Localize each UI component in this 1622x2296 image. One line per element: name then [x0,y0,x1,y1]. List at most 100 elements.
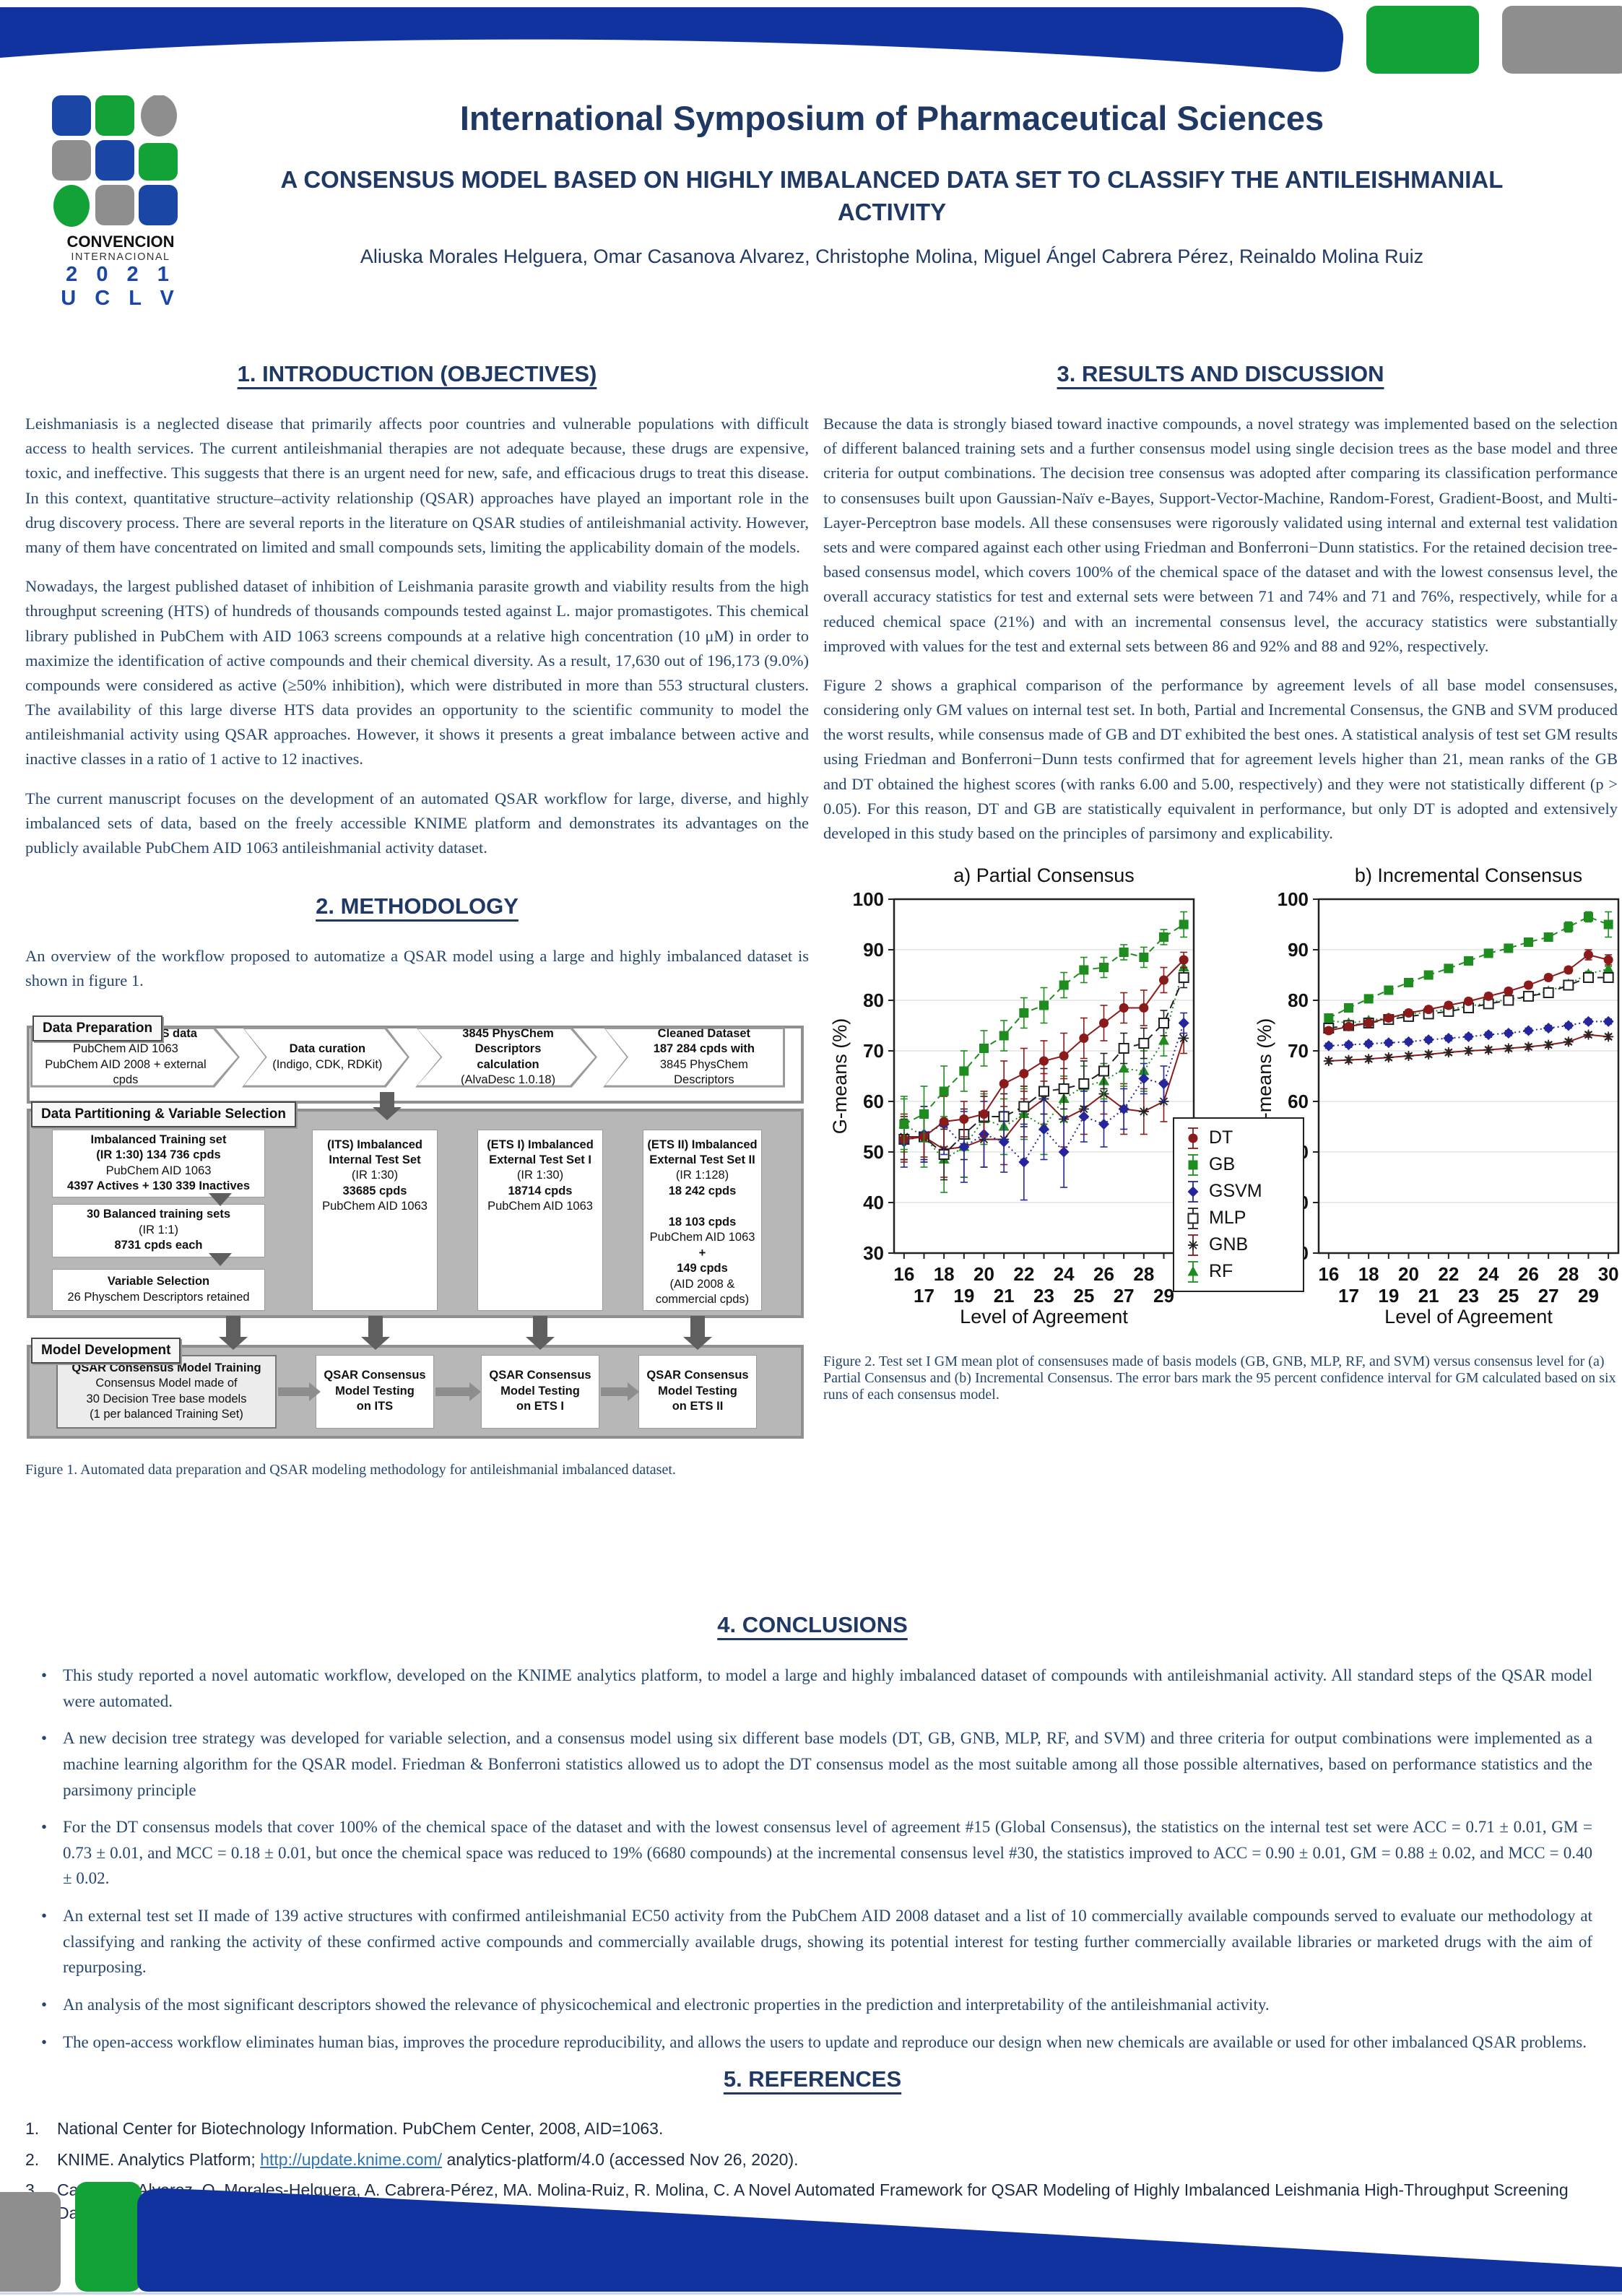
svg-text:17: 17 [1338,1285,1359,1307]
logo-text-2021: 2 0 2 1 [66,263,175,286]
flow-text-line: (Indigo, CDK, RDKit) [272,1057,383,1071]
flow-box: (ETS I) Imbalanced External Test Set I (IR… [477,1129,603,1311]
flow-text-line: 149 cpds [677,1262,728,1275]
conclusion-bullet: A new decision tree strategy was develop… [35,1725,1592,1803]
flow-text-line: QSAR Consensus Model Training [71,1361,261,1374]
knime-update-link[interactable]: http://update.knime.com/ [260,2149,443,2169]
symposium-title: International Symposium of Pharmaceutica… [459,99,1324,137]
paragraph: Figure 2 shows a graphical comparison of… [823,675,1618,842]
flow-text-line: PubChem AID 1063 [487,1200,593,1213]
flow-text-line: 8731 cpds each [114,1239,203,1252]
legend-entry-gb: GB [1181,1151,1296,1178]
legend-marker-icon [1188,1127,1198,1149]
methodology-intro: An overview of the workflow proposed to … [25,947,809,990]
svg-text:80: 80 [1288,989,1309,1011]
legend-marker-icon [1187,1260,1199,1283]
conclusion-bullet: An external test set II made of 139 acti… [35,1903,1592,1980]
flow-text-line: (IR 1:30) [351,1169,399,1182]
svg-text:40: 40 [863,1192,884,1213]
flow-text-line: Descriptors calculation [474,1042,542,1071]
paragraph: The current manuscript focuses on the de… [25,789,809,857]
legend-entry-gsvm: GSVM [1181,1178,1296,1205]
svg-text:24: 24 [1478,1263,1499,1285]
svg-text:25: 25 [1073,1285,1094,1307]
svg-text:28: 28 [1558,1263,1579,1285]
figure1-caption: Figure 1. Automated data preparation and… [25,1461,676,1478]
logo-text-internacional: INTERNACIONAL [71,251,170,263]
svg-text:50: 50 [863,1141,884,1163]
flow-text-line: Model Testing [500,1384,580,1398]
flow-box: (ETS II) Imbalanced External Test Set II (… [643,1129,762,1311]
flow-text-line: on ETS II [672,1400,724,1413]
svg-text:21: 21 [1418,1285,1439,1307]
legend-label: GNB [1209,1234,1249,1255]
reference-text: National Center for Biotechnology Inform… [57,2119,664,2139]
flow-step: Data curation (Indigo, CDK, RDKit) [242,1026,409,1088]
flow-box: QSAR Consensus Model Testing on ETS II [638,1354,757,1429]
flow-text-line: 26 Physchem Descriptors retained [67,1290,250,1304]
flow-text-line: on ETS I [516,1400,564,1413]
svg-text:23: 23 [1458,1285,1479,1307]
svg-text:23: 23 [1033,1285,1054,1307]
svg-text:22: 22 [1438,1263,1459,1285]
paragraph: Because the data is strongly biased towa… [823,415,1618,655]
flow-text-line: Imbalanced Training set [90,1132,227,1146]
svg-text:60: 60 [1288,1091,1309,1112]
legend-marker-icon [1188,1234,1198,1256]
flow-text-line: (ETS I) Imbalanced [487,1138,594,1151]
flow-text-line: (ETS II) Imbalanced [647,1138,758,1151]
flow-text-line: (IR 1:128) [675,1169,729,1182]
flow-text-line: Variable Selection [107,1275,210,1288]
flow-label-model-development: Model Development [31,1337,181,1364]
flow-text-line: Cleaned Dataset [657,1027,751,1041]
svg-text:100: 100 [853,888,884,910]
legend-label: RF [1209,1261,1233,1282]
flow-text-line: 187 284 cpds with [653,1042,755,1056]
flow-text-line: 33685 cpds [342,1184,407,1197]
chart-legend: DT GB GSVM MLP GNB RF [1173,1117,1304,1293]
flow-text-line: PubChem AID 1063 [73,1042,178,1056]
legend-marker-icon [1187,1207,1199,1229]
bottom-section: 4. CONCLUSIONS This study reported a nov… [25,1612,1600,2232]
flow-arrow-right [435,1382,481,1401]
flow-text-line [646,1199,758,1214]
conclusions-list: This study reported a novel automatic wo… [35,1663,1592,2055]
svg-text:26: 26 [1093,1263,1114,1285]
flow-text-line: Internal Test Set [329,1153,421,1166]
svg-text:18: 18 [1358,1263,1379,1285]
flow-text-line: External Test Set II [649,1153,755,1166]
svg-text:21: 21 [994,1285,1015,1307]
conclusion-bullet: The open-access workflow eliminates huma… [35,2029,1592,2055]
flow-text-line: 4397 Actives + 130 339 Inactives [66,1179,251,1192]
top-banner-decoration [0,6,1622,74]
left-column: 1. INTRODUCTION (OBJECTIVES) Leishmanias… [25,361,809,1493]
flow-box: 30 Balanced training sets (IR 1:1) 8731 cp… [52,1203,265,1257]
uclv-logo-icon [52,95,178,227]
introduction-heading: 1. INTRODUCTION (OBJECTIVES) [237,361,597,386]
flow-text-line: Descriptors [674,1073,734,1086]
legend-marker-icon [1188,1153,1198,1176]
flow-text-line: (ITS) Imbalanced [326,1138,423,1151]
svg-text:G-means (%): G-means (%) [829,1018,851,1135]
flow-text-line: (AlvaDesc 1.0.18) [460,1073,556,1086]
flow-arrow-right [601,1382,639,1401]
flow-text-line: on ITS [356,1400,394,1413]
authors-line: Aliuska Morales Helguera, Omar Casanova … [360,246,1424,268]
flow-section-data-partitioning: Imbalanced Training set (IR 1:30) 134 736… [27,1108,804,1318]
bottom-banner-decoration [0,2182,1622,2295]
flow-text-line: QSAR Consensus [646,1369,749,1382]
flow-text-line: Model Testing [658,1384,737,1398]
conclusion-bullet: This study reported a novel automatic wo… [35,1663,1592,1714]
methodology-heading: 2. METHODOLOGY [316,893,519,919]
flow-text-line: (IR 1:30) [516,1169,564,1182]
flow-text-line: External Test Set I [489,1153,591,1166]
logo-text-uclv: U C L V [61,287,181,310]
poster-title: A CONSENSUS MODEL BASED ON HIGHLY IMBALA… [280,166,1504,225]
reference-item: 2. KNIME. Analytics Platform; http://upda… [25,2148,1600,2171]
legend-label: GB [1209,1154,1236,1175]
legend-entry-mlp: MLP [1181,1205,1296,1231]
svg-text:30: 30 [863,1242,884,1264]
svg-text:G-means (%): G-means (%) [1254,1018,1275,1135]
flow-text-line: + [698,1246,706,1260]
svg-text:16: 16 [893,1263,914,1285]
